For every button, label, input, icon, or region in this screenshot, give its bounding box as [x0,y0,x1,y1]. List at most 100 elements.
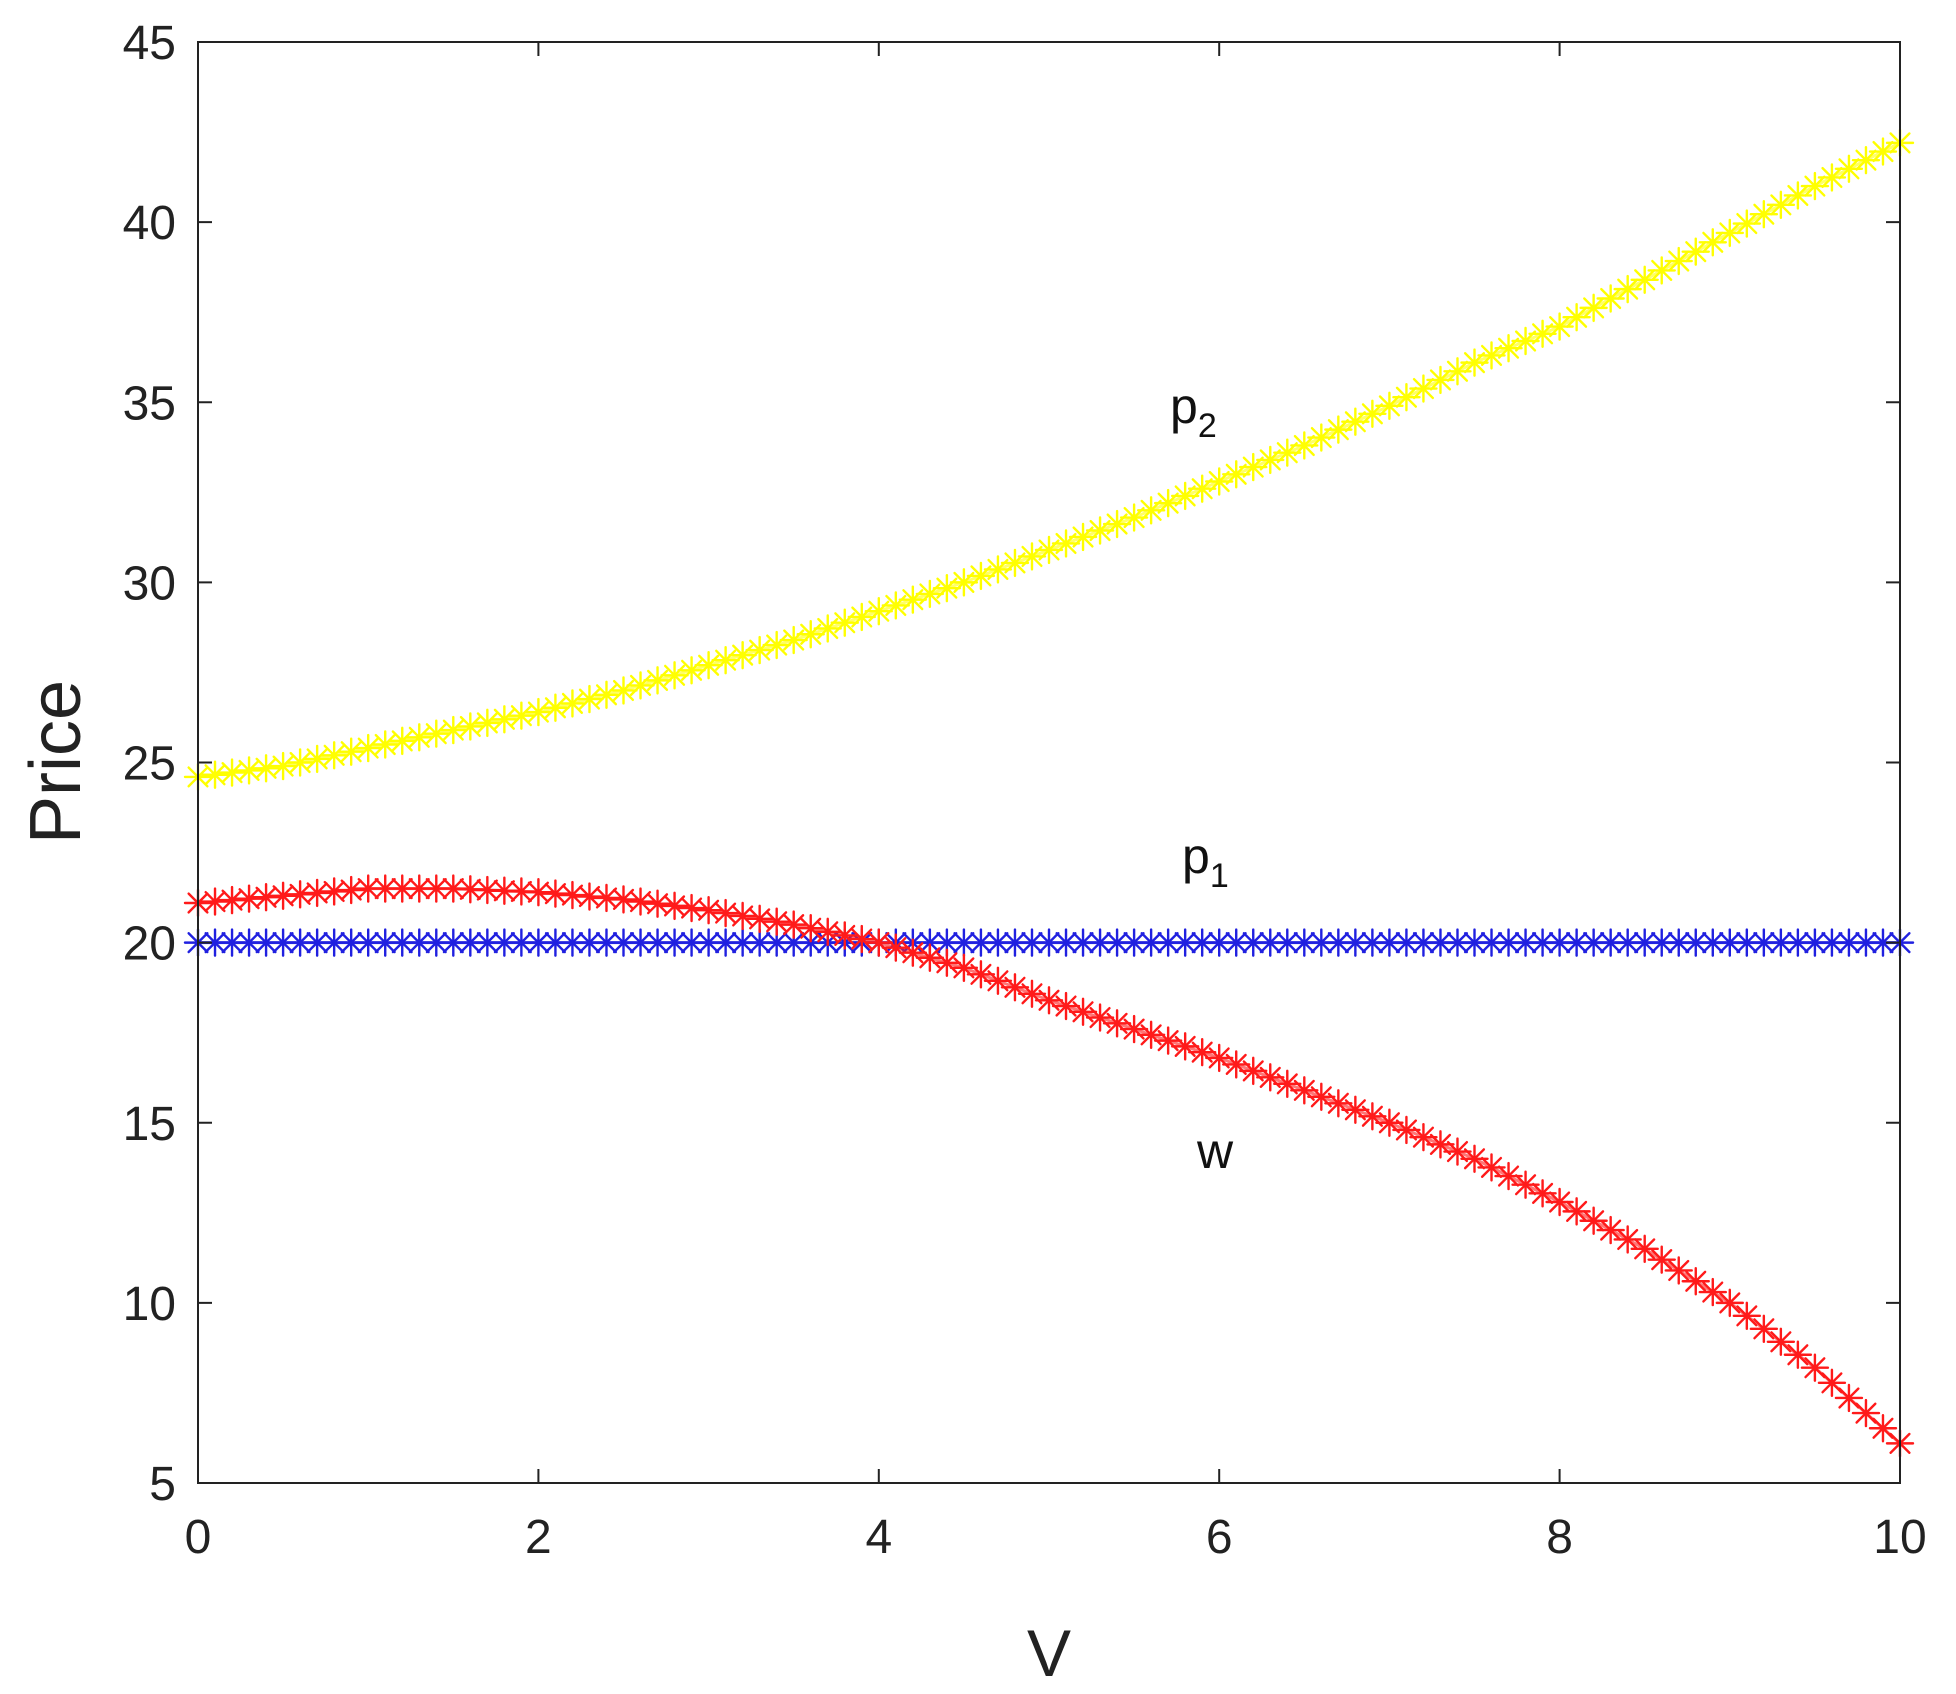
series-p2-point [915,579,945,609]
y-tick-label: 20 [123,918,176,971]
y-tick-label: 30 [123,557,176,610]
series-p1 [183,928,1915,957]
x-tick-label: 0 [185,1511,212,1564]
series-p2-point [302,744,332,774]
series-label-p2: p2 [1170,378,1217,445]
series-p1-point [473,928,502,957]
series-w-point [1698,1277,1727,1307]
series-w-point [1136,1020,1166,1050]
series-w-point [694,896,723,925]
series-w-point [217,885,247,915]
series-w-point [813,917,842,947]
series-p1-point [1256,928,1285,957]
series-p2-point [388,726,417,756]
series-p2-point [217,758,247,787]
x-tick-label: 8 [1546,1511,1573,1564]
series-p2-point [626,671,655,700]
series-p2-point [1766,190,1796,220]
series-p1-point [1443,928,1472,957]
series-p1-point [592,928,621,957]
series-w-point [1681,1267,1710,1296]
series-p2-point [405,723,434,752]
series-w-point [1153,1026,1183,1055]
series-p2-point [728,640,757,670]
series-p2-point [1681,237,1710,266]
series-w-point [473,875,502,905]
series-w-point [779,910,808,939]
series-w-point [405,874,434,903]
series-w-point [234,884,264,913]
x-tick-label: 2 [525,1511,552,1564]
series-p2-point [371,730,400,759]
series-p1-point [1017,928,1047,957]
series-w-point [762,907,791,936]
series-p1-point [439,928,468,957]
series-w-point [983,966,1013,996]
series-w-point [302,878,332,908]
series-w-point [643,889,672,918]
series-w-point [1647,1245,1676,1274]
series-p2-point [1732,209,1762,238]
series-w-point [1817,1368,1847,1398]
series-p2-point [507,701,536,730]
series-w-point [609,885,638,914]
series-p2 [183,128,1915,792]
series-p2-point [473,708,502,738]
series-w-point [1204,1043,1234,1073]
series-w-point [1528,1179,1557,1208]
series-label-w: w [1196,1123,1234,1179]
series-p2-point [813,614,842,643]
series-w-point [1187,1037,1217,1067]
series-w-point [575,882,604,911]
series-p2-point [200,760,230,789]
series-w-point [1800,1353,1830,1382]
series-w-point [541,879,570,908]
series-p1-point [626,928,655,957]
series-p1-point [1460,928,1489,957]
series-w-point [1068,997,1098,1026]
series-p2-point [881,591,911,620]
series-w-point [558,880,587,910]
series-w-point [354,874,383,903]
x-tick-label: 10 [1873,1511,1926,1564]
series-p2-point [609,676,638,705]
series-w-point [1749,1314,1779,1344]
series-w-point [1034,986,1064,1015]
series-w-point [371,874,400,903]
series-w-point [915,943,945,972]
series-p1-point [745,928,774,957]
series-label-p2-main: p [1170,378,1198,434]
series-w-point [1170,1032,1200,1061]
series-w-point [1562,1197,1591,1226]
series-p1-point [1085,928,1115,957]
series-layer [183,128,1915,1458]
x-axis-label: V [1027,1616,1071,1690]
series-w-point [1051,991,1081,1021]
series-w-point [1851,1398,1881,1428]
y-tick-label: 45 [123,17,176,70]
series-p2-point [830,608,859,637]
series-p2-point [779,625,808,655]
series-p2-point [1051,529,1081,558]
series-p2-point [234,756,264,785]
series-p1-point [1426,928,1455,957]
series-p2-point [694,651,723,680]
series-w-point [626,887,655,916]
series-w-point [1868,1414,1898,1443]
series-w-point [268,881,298,910]
series-w-point [507,877,536,906]
series-p2-point [251,754,281,783]
series-w-point [1102,1009,1132,1038]
series-p2-point [898,585,928,614]
series-p1-point [1800,928,1830,957]
series-w-point [1085,1003,1115,1032]
series-w-point [864,928,893,957]
series-p2-point [268,751,298,781]
series-w-point [200,887,230,916]
series-w-point [1732,1301,1762,1331]
series-w-point [1511,1170,1540,1199]
y-tick-label: 40 [123,197,176,250]
series-p2-point [1698,228,1727,257]
series-p1-point [711,928,740,957]
